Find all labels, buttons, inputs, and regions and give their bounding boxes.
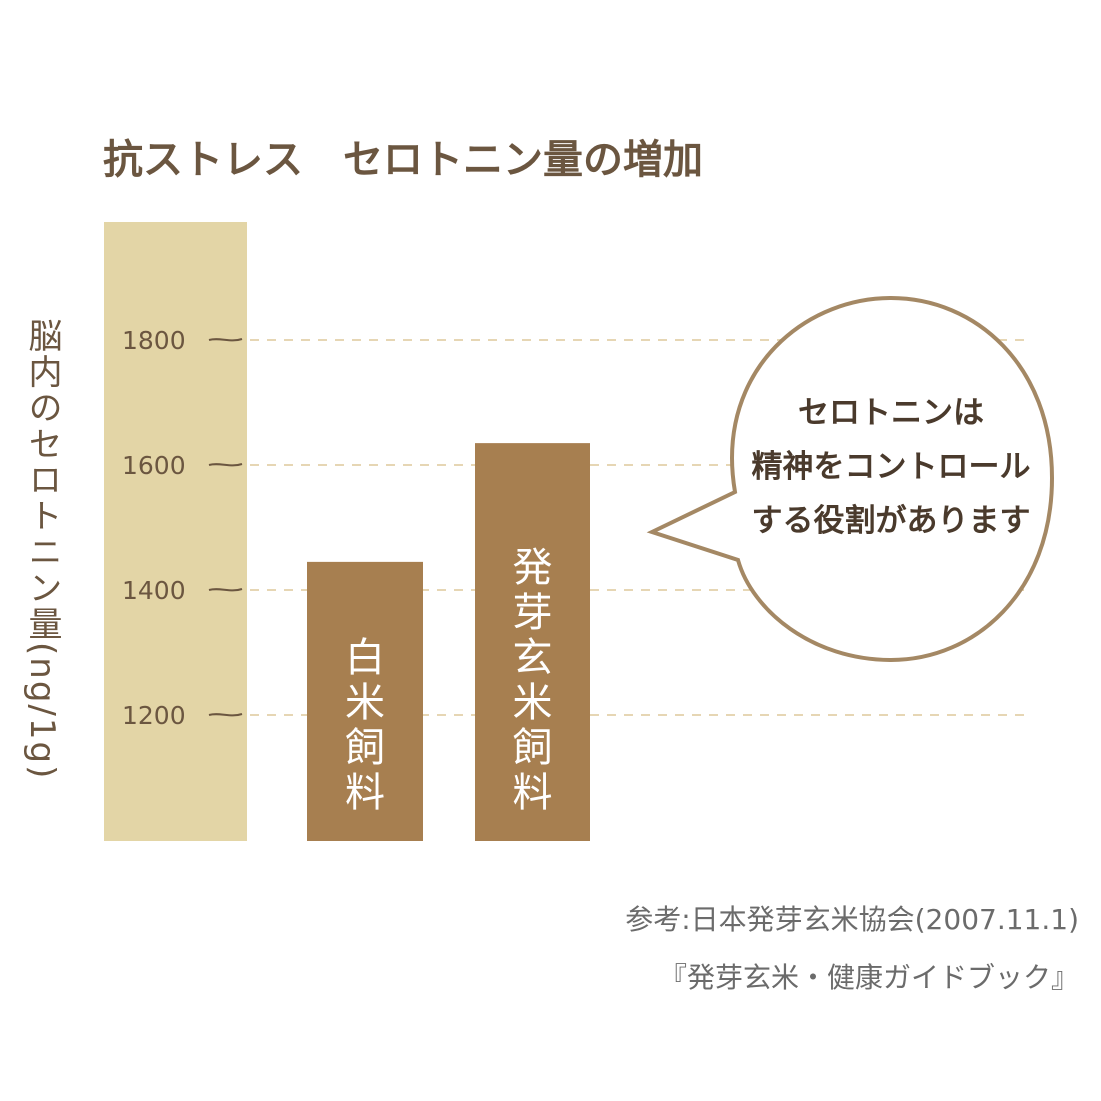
bar-2 — [475, 443, 590, 841]
bar-label-1: 白米飼料 — [345, 635, 385, 816]
y-axis-ticks: 1200 1400 1600 1800 — [122, 326, 243, 730]
y-tick-mark-1800 — [208, 338, 243, 342]
callout-bubble — [646, 295, 1055, 663]
y-tick-1400: 1400 — [122, 576, 186, 605]
callout-line-1: セロトニンは — [798, 395, 984, 431]
y-tick-1600: 1600 — [122, 451, 186, 480]
y-tick-mark-1600 — [208, 463, 243, 467]
source-line-1: 参考:日本発芽玄米協会(2007.11.1) — [625, 903, 1079, 936]
chart-title: 抗ストレス セロトニン量の増加 — [103, 137, 703, 183]
y-tick-1800: 1800 — [122, 326, 186, 355]
bar-1 — [307, 561, 423, 841]
y-axis-label: 脳内のセロトニン量(ng/1g) — [22, 318, 62, 780]
bar-label-2: 発芽玄米飼料 — [513, 545, 553, 816]
y-axis-band — [104, 222, 247, 841]
callout-line-2: 精神をコントロール — [752, 449, 1031, 485]
y-tick-1200: 1200 — [122, 701, 186, 730]
y-tick-mark-1400 — [208, 588, 243, 592]
y-tick-mark-1200 — [208, 713, 243, 717]
callout-line-3: する役割があります — [752, 503, 1031, 539]
bars — [307, 443, 590, 841]
source-line-2: 『発芽玄米・健康ガイドブック』 — [659, 961, 1079, 994]
bar-labels: 白米飼料 発芽玄米飼料 — [345, 545, 553, 816]
